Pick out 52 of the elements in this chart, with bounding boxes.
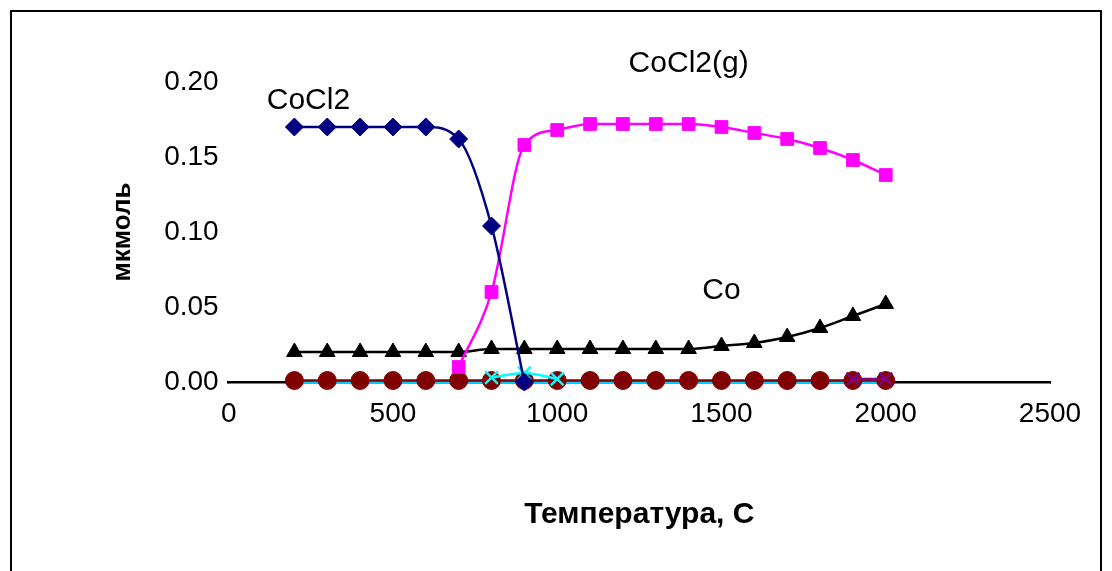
point [484, 285, 499, 299]
point [580, 371, 600, 390]
y-tick-label: 0.00 [164, 364, 219, 396]
series-label: CoCl2(g) [628, 45, 749, 79]
y-tick-label: 0.05 [164, 289, 219, 321]
point [416, 117, 436, 137]
series-label: CoCl2 [266, 82, 351, 116]
series-label: Co [702, 272, 741, 306]
y-tick-label: 0.10 [164, 214, 219, 246]
point [780, 132, 795, 146]
y-tick-label: 0.20 [164, 64, 219, 96]
point [813, 141, 827, 155]
point [679, 371, 699, 390]
point [284, 371, 304, 390]
point [810, 371, 830, 390]
point [878, 168, 893, 182]
y-tick-label: 0.15 [164, 139, 219, 171]
point [777, 371, 797, 390]
x-tick-label: 0 [220, 396, 237, 428]
point [482, 216, 502, 236]
x-tick-label: 2000 [854, 396, 917, 428]
point [317, 371, 337, 390]
point [646, 371, 666, 390]
x-tick-label: 1500 [690, 396, 753, 428]
point [383, 117, 403, 137]
point [383, 371, 403, 390]
point [451, 360, 466, 374]
point [744, 371, 764, 390]
point [416, 371, 436, 390]
point [483, 369, 500, 386]
y-axis-title: мкмоль [105, 182, 136, 282]
point [613, 371, 633, 390]
point [616, 117, 630, 131]
point [284, 117, 304, 137]
point [648, 117, 663, 131]
point [714, 120, 729, 134]
point [449, 371, 469, 390]
point [747, 126, 762, 140]
point [350, 371, 370, 390]
point [711, 371, 731, 390]
point [681, 117, 696, 131]
point [517, 138, 532, 152]
point [449, 129, 469, 149]
x-tick-label: 2500 [1018, 396, 1082, 428]
point [317, 117, 337, 137]
x-axis-title: Температура, С [524, 496, 755, 530]
x-tick-label: 500 [369, 396, 417, 428]
point [350, 117, 370, 137]
point [583, 117, 597, 131]
point [846, 153, 860, 167]
x-tick-label: 1000 [526, 396, 589, 428]
point [550, 123, 565, 137]
